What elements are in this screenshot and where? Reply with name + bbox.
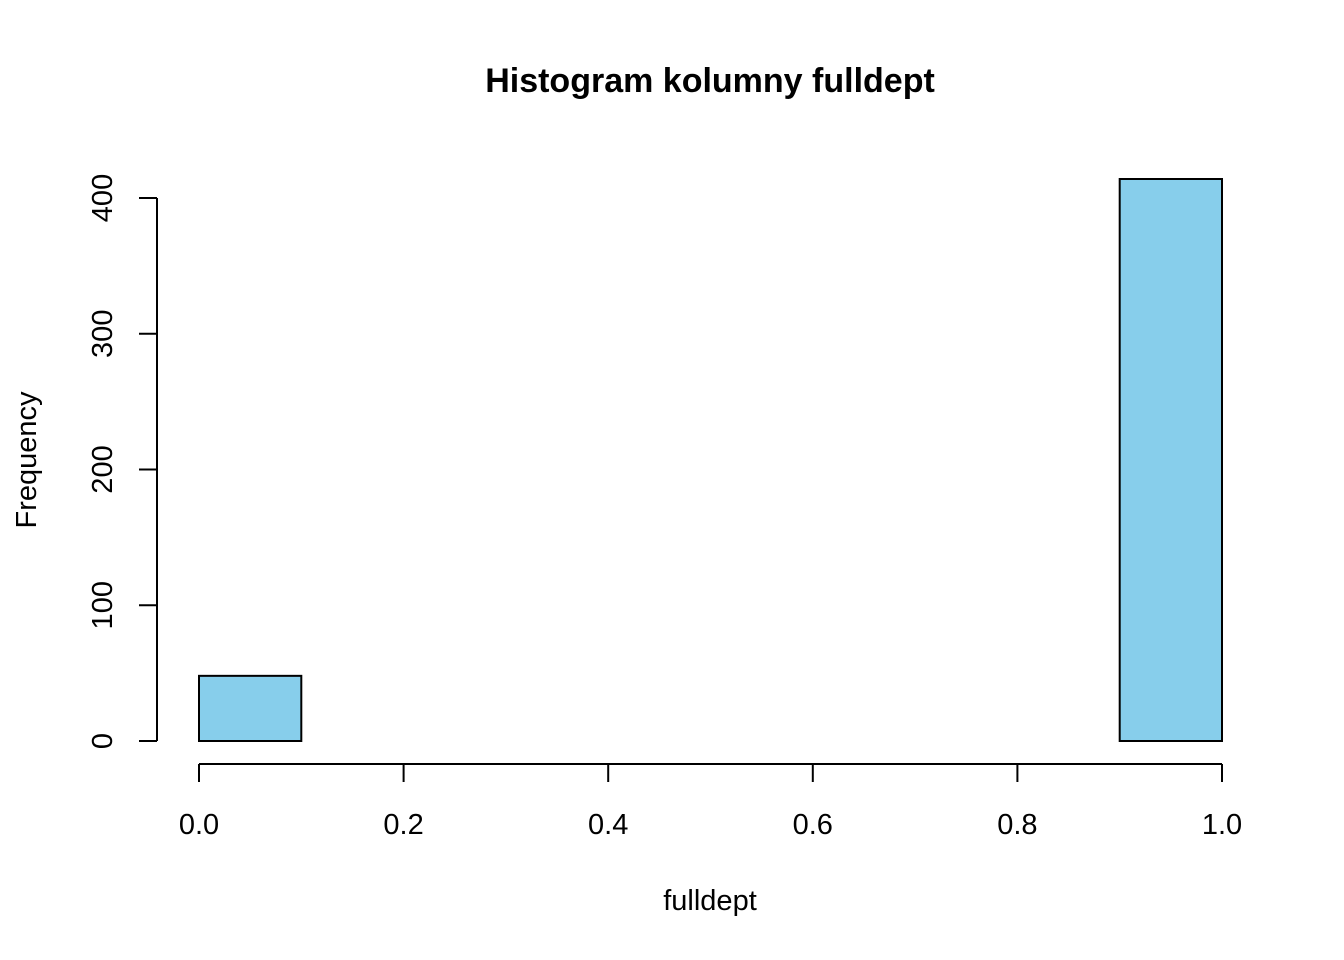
y-tick-label: 400 [87,174,119,222]
y-tick-label: 0 [87,733,119,749]
x-tick-label: 0.8 [997,809,1037,841]
y-tick-label: 200 [87,445,119,493]
x-tick-label: 0.0 [179,809,219,841]
y-axis: 0 100 200 300 400 [87,174,158,749]
histogram-bar [1118,178,1223,742]
x-tick-label: 0.2 [383,809,423,841]
chart-title: Histogram kolumny fulldept [485,62,935,100]
y-tick-label: 100 [87,581,119,629]
bars [198,178,1223,742]
x-tick-label: 0.4 [588,809,628,841]
x-tick-label: 0.6 [793,809,833,841]
y-tick-label: 300 [87,310,119,358]
y-axis-label: Frequency [11,391,43,529]
x-axis: 0.0 0.2 0.4 0.6 0.8 1.0 [179,763,1242,841]
x-tick-label: 1.0 [1202,809,1242,841]
histogram-bar [198,674,303,742]
x-axis-label: fulldept [663,885,757,917]
